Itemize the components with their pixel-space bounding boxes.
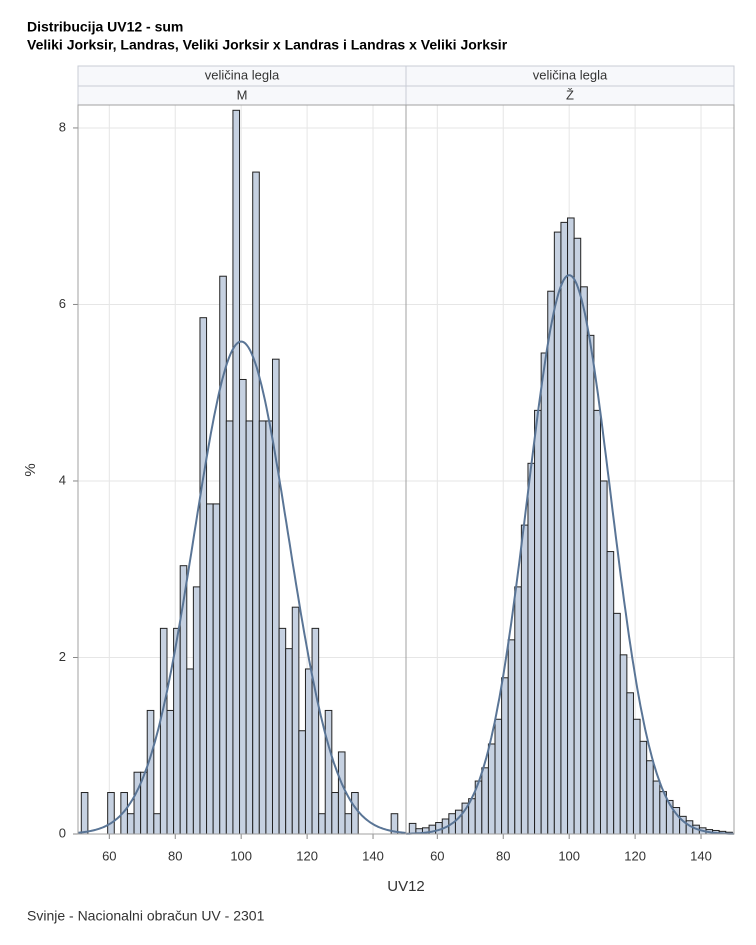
- bar: [153, 813, 161, 835]
- bar: [166, 709, 175, 835]
- bar: [553, 231, 562, 835]
- y-tick-label: 6: [59, 296, 66, 311]
- bar: [324, 709, 333, 835]
- x-tick-label: 80: [168, 848, 182, 863]
- bar: [311, 627, 320, 835]
- chart-title: Distribucija UV12 - sum: [27, 19, 183, 35]
- bar: [232, 109, 241, 835]
- bar: [567, 217, 575, 835]
- bar: [652, 780, 661, 835]
- panel-header: veličina legla: [205, 67, 280, 82]
- x-axis-label: UV12: [387, 878, 425, 895]
- bar: [514, 586, 522, 835]
- bar: [199, 317, 208, 835]
- bar: [606, 551, 615, 835]
- bar: [80, 792, 89, 835]
- y-tick-label: 2: [59, 649, 66, 664]
- panel-label: Ž: [566, 87, 574, 102]
- bar: [298, 730, 306, 835]
- x-tick-label: 100: [230, 848, 252, 863]
- bar: [487, 743, 496, 835]
- bar: [337, 751, 346, 835]
- bar: [540, 352, 549, 835]
- bar: [580, 286, 588, 835]
- bar: [239, 378, 247, 835]
- bar: [408, 822, 417, 835]
- bar: [599, 480, 608, 835]
- chart-subtitle: Veliki Jorksir, Landras, Veliki Jorksir …: [27, 37, 508, 53]
- bar: [639, 740, 648, 835]
- bar: [225, 420, 234, 835]
- bar: [494, 718, 503, 835]
- x-tick-label: 60: [430, 848, 444, 863]
- x-tick-label: 120: [296, 848, 318, 863]
- bar: [265, 420, 273, 835]
- bar: [560, 221, 569, 835]
- bar: [573, 237, 582, 835]
- bar: [507, 639, 516, 835]
- bar: [146, 709, 155, 835]
- x-tick-label: 60: [102, 848, 116, 863]
- bar: [126, 813, 135, 835]
- bar: [331, 792, 339, 835]
- bar: [646, 760, 654, 835]
- x-tick-label: 80: [496, 848, 510, 863]
- bar: [481, 767, 489, 835]
- bar: [159, 627, 168, 835]
- bar: [285, 648, 293, 835]
- bar: [520, 524, 529, 835]
- bar: [186, 668, 194, 835]
- y-tick-label: 4: [59, 472, 66, 487]
- bar: [173, 627, 181, 835]
- bar: [619, 654, 628, 835]
- bar: [501, 677, 509, 835]
- y-tick-label: 8: [59, 119, 66, 134]
- bar: [527, 462, 536, 835]
- y-axis-label: %: [22, 463, 39, 476]
- bar: [278, 627, 287, 835]
- bar: [626, 692, 634, 835]
- bar: [593, 409, 601, 835]
- density-curve: [77, 340, 407, 834]
- bar: [344, 813, 353, 835]
- bar: [212, 503, 221, 835]
- y-tick-label: 0: [59, 825, 66, 840]
- x-tick-label: 120: [624, 848, 646, 863]
- bar: [245, 420, 254, 835]
- x-tick-label: 100: [558, 848, 580, 863]
- bar: [192, 586, 201, 835]
- panel-frame: [405, 104, 735, 835]
- bar: [586, 334, 595, 835]
- bar: [534, 409, 542, 835]
- footnote: Svinje - Nacionalni obračun UV - 2301: [27, 908, 265, 924]
- bar: [613, 612, 621, 835]
- bar: [219, 275, 227, 835]
- x-tick-label: 140: [690, 848, 712, 863]
- panel-header: veličina legla: [533, 67, 608, 82]
- panel-label: M: [237, 87, 248, 102]
- bar: [318, 813, 326, 835]
- bar: [291, 606, 300, 835]
- bar: [351, 792, 359, 835]
- bar: [632, 718, 641, 835]
- bar: [206, 503, 214, 835]
- bar: [133, 771, 142, 835]
- bar: [304, 668, 313, 835]
- bar: [252, 171, 260, 835]
- bar: [258, 420, 267, 835]
- bar: [107, 792, 115, 835]
- bar: [547, 290, 555, 835]
- bar: [271, 358, 280, 835]
- density-curve: [405, 274, 734, 835]
- x-tick-label: 140: [362, 848, 384, 863]
